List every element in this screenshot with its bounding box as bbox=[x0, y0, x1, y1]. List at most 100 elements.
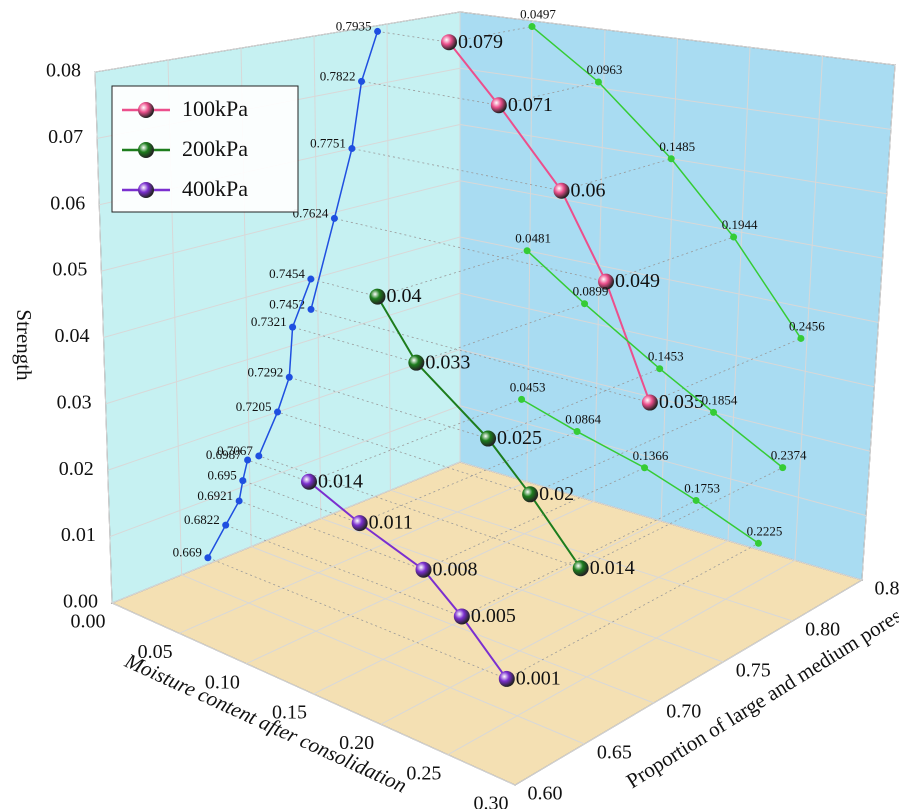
grid-line bbox=[107, 349, 461, 471]
grid-line bbox=[94, 11, 461, 73]
x-tick-label: 0.05 bbox=[138, 641, 173, 663]
xz-projection-point bbox=[594, 78, 602, 86]
guide-line bbox=[277, 411, 531, 495]
grid-line bbox=[181, 574, 585, 745]
data-point bbox=[522, 486, 539, 503]
y-tick-label: 0.75 bbox=[736, 660, 771, 682]
xz-projection-label: 0.1453 bbox=[648, 349, 684, 364]
xz-projection-label: 0.0899 bbox=[573, 284, 609, 299]
data-point bbox=[369, 288, 386, 305]
xz-projection-label: 0.0497 bbox=[520, 7, 556, 22]
data-point bbox=[572, 560, 589, 577]
xz-projection-point bbox=[667, 155, 675, 163]
data-label: 0.071 bbox=[508, 94, 553, 116]
yz-projection-point bbox=[244, 456, 252, 464]
data-point bbox=[300, 473, 317, 490]
grid-line bbox=[313, 520, 662, 695]
yz-projection-point bbox=[307, 305, 315, 313]
yz-projection-point bbox=[285, 373, 293, 381]
xz-projection-point bbox=[528, 23, 536, 31]
yz-projection-label: 0.695 bbox=[208, 468, 237, 483]
guide-line bbox=[377, 31, 450, 43]
yz-projection-label: 0.669 bbox=[173, 545, 202, 560]
yz-projection-point bbox=[330, 214, 338, 222]
data-label: 0.005 bbox=[471, 605, 516, 627]
xz-projection-label: 0.1854 bbox=[702, 392, 738, 407]
xz-projection-point bbox=[779, 464, 787, 472]
grid-line bbox=[380, 540, 729, 725]
yz-projection-point bbox=[289, 323, 297, 331]
grid-line bbox=[246, 500, 595, 665]
data-point bbox=[498, 670, 515, 687]
xz-projection-label: 0.0453 bbox=[510, 379, 546, 394]
guide-line bbox=[377, 250, 528, 297]
xz-projection-label: 0.1944 bbox=[722, 217, 758, 232]
xz-projection-point bbox=[710, 408, 718, 416]
data-label: 0.02 bbox=[539, 483, 574, 505]
legend-label: 100kPa bbox=[182, 96, 248, 121]
data-point bbox=[553, 182, 570, 199]
yz-projection-label: 0.7205 bbox=[236, 399, 272, 414]
data-point bbox=[490, 97, 507, 114]
z-tick-label: 0.08 bbox=[46, 60, 81, 82]
grid-line bbox=[251, 546, 654, 704]
guide-line bbox=[334, 218, 607, 283]
xz-projection-label: 0.2456 bbox=[789, 318, 825, 333]
grid-line bbox=[178, 481, 528, 634]
xz-projection-label: 0.0864 bbox=[565, 412, 601, 427]
grid-line bbox=[514, 579, 863, 786]
xz-projection-point bbox=[797, 334, 805, 342]
guide-line bbox=[423, 467, 645, 571]
xz-projection-point bbox=[518, 395, 526, 403]
z-tick-label: 0.04 bbox=[55, 325, 90, 347]
yz-projection-point bbox=[235, 497, 243, 505]
guide-line bbox=[242, 480, 360, 524]
grid-line bbox=[111, 461, 461, 604]
grid-line bbox=[103, 236, 461, 338]
grid-line bbox=[111, 602, 516, 786]
z-tick-label: 0.01 bbox=[61, 524, 96, 546]
grid-line bbox=[459, 461, 863, 581]
yz-projection-point bbox=[239, 477, 247, 485]
data-label: 0.001 bbox=[516, 668, 561, 690]
grid-line bbox=[94, 71, 113, 604]
guide-line bbox=[448, 26, 533, 43]
guide-line bbox=[225, 524, 462, 617]
data-label: 0.008 bbox=[433, 558, 478, 580]
yz-projection-point bbox=[307, 275, 315, 283]
grid-line bbox=[794, 56, 823, 561]
x-tick-label: 0.30 bbox=[474, 793, 509, 809]
xz-projection-label: 0.1485 bbox=[659, 139, 695, 154]
guide-line bbox=[351, 148, 562, 192]
legend-marker bbox=[138, 102, 154, 118]
grid-line bbox=[101, 180, 461, 272]
z-tick-label: 0.06 bbox=[50, 192, 85, 214]
data-label: 0.06 bbox=[571, 179, 606, 201]
yz-projection-label: 0.7292 bbox=[248, 364, 284, 379]
yz-projection-label: 0.7751 bbox=[310, 136, 346, 151]
guide-line bbox=[207, 557, 507, 680]
z-tick-label: 0.03 bbox=[57, 391, 92, 413]
data-label: 0.04 bbox=[386, 285, 421, 307]
xz-projection-point bbox=[581, 300, 589, 308]
data-point bbox=[351, 515, 368, 532]
grid-line bbox=[861, 64, 896, 581]
xz-projection-label: 0.0963 bbox=[587, 62, 623, 77]
z-tick-label: 0.05 bbox=[52, 259, 87, 281]
xz-projection-point bbox=[573, 428, 581, 436]
data-label: 0.014 bbox=[590, 557, 635, 579]
yz-projection-point bbox=[374, 27, 382, 35]
legend-label: 400kPa bbox=[182, 176, 248, 201]
yz-projection-point bbox=[255, 452, 263, 460]
yz-projection-label: 0.7935 bbox=[336, 18, 372, 33]
grid-line bbox=[109, 405, 461, 538]
guide-line bbox=[498, 81, 599, 106]
guide-line bbox=[361, 80, 499, 106]
xz-projection-point bbox=[641, 464, 649, 472]
data-label: 0.025 bbox=[497, 427, 542, 449]
xz-projection-point bbox=[754, 539, 762, 547]
grid-line bbox=[386, 23, 391, 491]
y-tick-label: 0.85 bbox=[875, 578, 899, 600]
xz-projection-point bbox=[656, 365, 664, 373]
guide-line bbox=[247, 459, 310, 483]
